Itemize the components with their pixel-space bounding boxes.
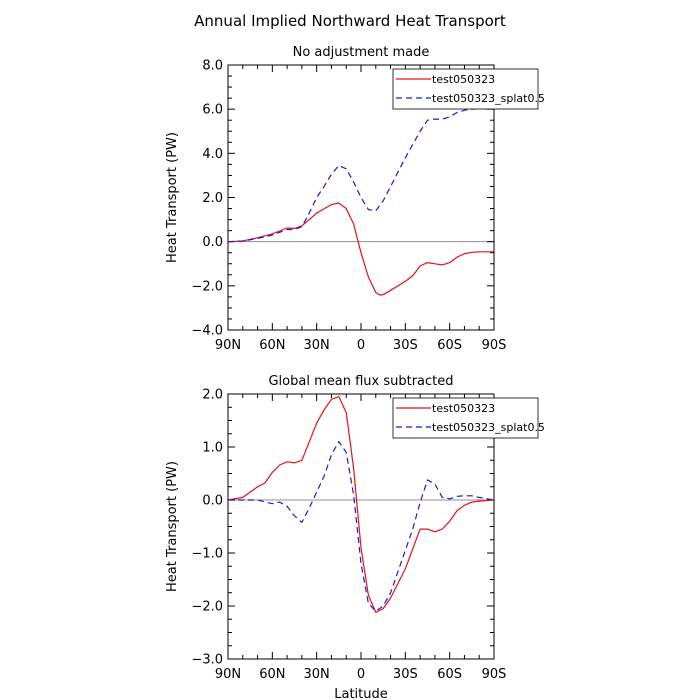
chart-2-x-tick-label: 90S [482,667,507,682]
chart-2-y-tick-label: −1.0 [191,547,223,562]
chart-2-y-tick-label: −2.0 [191,600,223,615]
figure-title: Annual Implied Northward Heat Transport [194,12,506,30]
panel-bottom: Global mean flux subtracted −3.0 −2.0 −1.0 0… [165,374,545,700]
chart-2-legend-box [392,397,539,439]
chart-1-y-tick-label: 6.0 [202,103,223,118]
chart-1-legend: test050323 test050323_splat0.5 [392,68,545,110]
chart-2-x-tick-label: 0 [357,667,365,682]
chart-2-x-tick-label: 30S [393,667,418,682]
chart-1-x-tick-label: 60S [437,338,462,353]
chart-1-y-tick-label: −2.0 [191,279,223,294]
chart-1-y-tick-label: 8.0 [202,59,223,74]
chart-1-legend-label-1: test050323 [432,73,495,86]
chart-1-series-1-line [227,202,494,296]
chart-1-y-tick-label: −4.0 [191,324,223,339]
chart-2-y-tick-label: 1.0 [202,441,223,456]
chart-1-x-tick-label: 30N [304,338,330,353]
chart-1-x-tick-label: 30S [393,338,418,353]
chart-2-y-tick-label: 2.0 [202,388,223,403]
chart-2-tick-marks [227,393,495,660]
chart-2-series-2-line [228,441,495,612]
chart-2-legend-label-2: test050323_splat0.5 [432,421,545,434]
chart-1-series-2-line [227,108,494,243]
chart-1-title: No adjustment made [293,45,430,60]
chart-1-x-tick-label: 90S [482,338,507,353]
chart-2-series-1-line [227,396,495,614]
chart-1-legend-label-2: test050323_splat0.5 [432,92,545,105]
chart-1-y-tick-label: 2.0 [202,191,223,206]
chart-1-y-tick-label: 0.0 [202,235,223,250]
chart-1-y-tick-label: 4.0 [202,147,223,162]
chart-1-legend-box [392,68,539,110]
panel-top: No adjustment made −4.0 −2.0 0.0 2.0 4.0 6.0 8.… [165,45,545,353]
chart-1-x-tick-label: 90N [215,338,241,353]
chart-1-y-axis-label: Heat Transport (PW) [165,132,180,263]
chart-2-x-tick-label: 90N [215,667,241,682]
chart-2-x-tick-label: 60S [437,667,462,682]
chart-2-legend-label-1: test050323 [432,402,495,415]
chart-2-x-tick-label: 30N [304,667,330,682]
chart-1-x-tick-label: 0 [357,338,365,353]
chart-2-plot-frame [227,393,495,660]
chart-2-x-axis-label: Latitude [334,687,388,700]
chart-2-y-tick-label: 0.0 [202,494,223,509]
chart-2-title: Global mean flux subtracted [268,374,453,389]
chart-1-x-tick-label: 60N [259,338,285,353]
chart-1-plot-frame [227,64,495,331]
chart-2-y-tick-label: −3.0 [191,653,223,668]
chart-2-x-tick-label: 60N [259,667,285,682]
chart-2-y-axis-label: Heat Transport (PW) [165,461,180,592]
chart-2-legend: test050323 test050323_splat0.5 [392,397,545,439]
